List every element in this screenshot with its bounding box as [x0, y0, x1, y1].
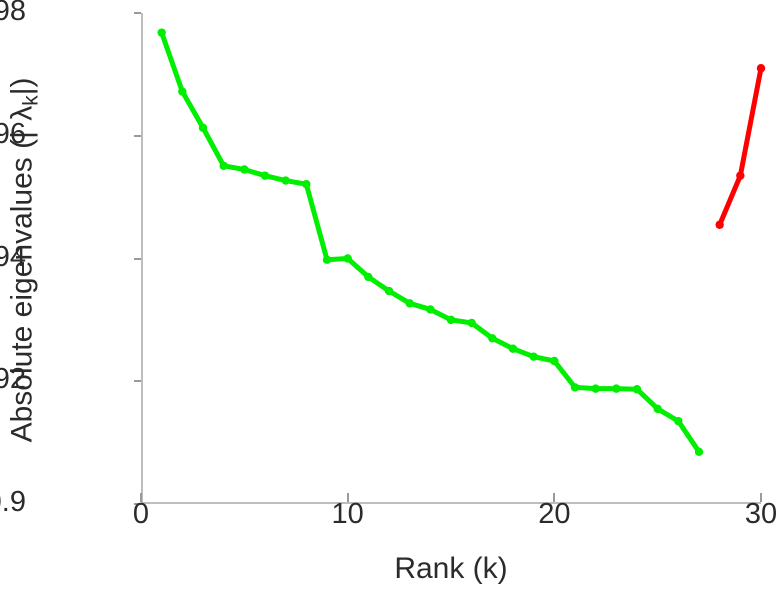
x-axis-tick-label: 20 — [538, 498, 571, 530]
plot-area — [134, 12, 766, 505]
x-axis-tick — [553, 493, 556, 502]
data-point-marker — [653, 404, 662, 414]
data-point-marker — [426, 305, 435, 314]
y-axis-tick-label: 0.98 — [0, 0, 26, 27]
x-axis-label: Rank (k) — [394, 552, 508, 585]
y-axis-tick-label: 0.96 — [0, 117, 26, 150]
data-point-marker — [632, 385, 642, 394]
data-point-marker — [529, 352, 538, 361]
data-point-marker — [488, 334, 497, 343]
data-point-marker — [446, 315, 456, 325]
y-axis-label-suffix: |) — [5, 77, 39, 96]
series-discarded-eigenvalues — [715, 64, 766, 229]
data-point-marker — [674, 416, 683, 426]
x-axis-tick — [346, 493, 349, 502]
x-axis-tick — [760, 493, 762, 502]
y-axis-tick-label: 0.92 — [0, 363, 26, 396]
data-point-marker — [157, 28, 166, 37]
data-point-marker — [756, 64, 766, 73]
data-point-marker — [302, 180, 311, 189]
x-axis-tick — [140, 493, 142, 502]
data-point-marker — [591, 384, 600, 393]
data-point-marker — [219, 161, 228, 171]
x-axis-line — [141, 502, 761, 504]
y-axis-tick — [134, 134, 141, 137]
data-point-marker — [715, 220, 724, 229]
data-point-marker — [281, 176, 290, 185]
data-point-marker — [260, 171, 270, 180]
y-axis-tick-label: 0.9 — [0, 486, 26, 518]
x-axis-tick-label: 30 — [744, 498, 778, 530]
y-axis-line — [141, 13, 143, 504]
data-point-marker — [570, 383, 580, 392]
data-point-marker — [467, 318, 476, 328]
y-axis-tick — [134, 257, 141, 260]
data-point-marker — [694, 447, 704, 457]
chart-canvas — [157, 28, 766, 457]
data-point-marker — [612, 384, 621, 393]
x-axis-tick-label: 0 — [132, 498, 150, 530]
data-point-marker — [322, 255, 332, 264]
y-axis-tick-label: 0.94 — [0, 240, 26, 273]
y-axis-tick — [134, 503, 141, 505]
data-point-marker — [405, 299, 414, 308]
data-point-marker — [343, 254, 352, 263]
series-retained-eigenvalues — [157, 28, 704, 457]
data-point-marker — [240, 165, 249, 174]
x-axis-tick-label: 10 — [331, 498, 364, 530]
y-axis-tick — [134, 12, 141, 14]
data-point-marker — [198, 123, 208, 132]
data-point-marker — [508, 344, 518, 353]
data-point-marker — [384, 286, 394, 296]
y-axis-label-prefix: Absolute eigenvalues (| — [5, 131, 39, 443]
data-point-marker — [550, 356, 559, 366]
data-point-marker — [364, 272, 373, 282]
y-axis-tick — [134, 380, 141, 383]
lambda-subscript: k — [18, 95, 42, 106]
data-point-marker — [736, 171, 745, 180]
data-point-marker — [178, 87, 187, 96]
series-line — [717, 65, 764, 228]
